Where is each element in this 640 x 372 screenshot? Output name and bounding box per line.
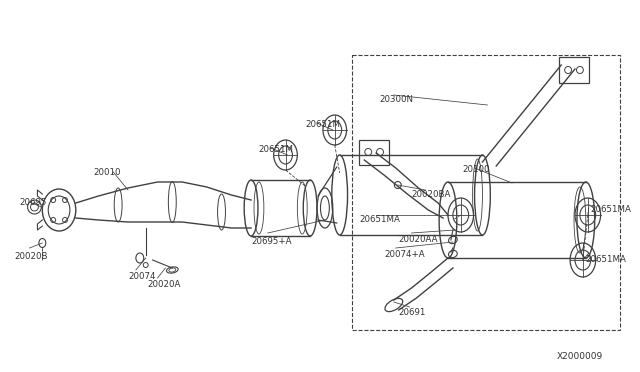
Text: 20074: 20074 — [128, 272, 156, 281]
Text: 20020BA: 20020BA — [412, 190, 451, 199]
Text: 20651MA: 20651MA — [360, 215, 400, 224]
Text: 20100: 20100 — [463, 165, 490, 174]
Text: 20651MA: 20651MA — [586, 255, 627, 264]
Text: 20695: 20695 — [20, 198, 47, 207]
Text: 20691: 20691 — [399, 308, 426, 317]
Bar — [353, 55, 620, 330]
Text: 20300N: 20300N — [379, 95, 413, 104]
Text: 20651M: 20651M — [258, 145, 293, 154]
Text: 20020A: 20020A — [148, 280, 181, 289]
Text: 20010: 20010 — [93, 168, 121, 177]
Text: 20020B: 20020B — [15, 252, 48, 261]
Text: 20695+A: 20695+A — [251, 237, 292, 246]
Text: 20020AA: 20020AA — [399, 235, 438, 244]
Text: X2000009: X2000009 — [556, 352, 602, 361]
Text: 20651M: 20651M — [305, 120, 340, 129]
Text: 20074+A: 20074+A — [384, 250, 424, 259]
Text: 20651MA: 20651MA — [591, 205, 632, 214]
